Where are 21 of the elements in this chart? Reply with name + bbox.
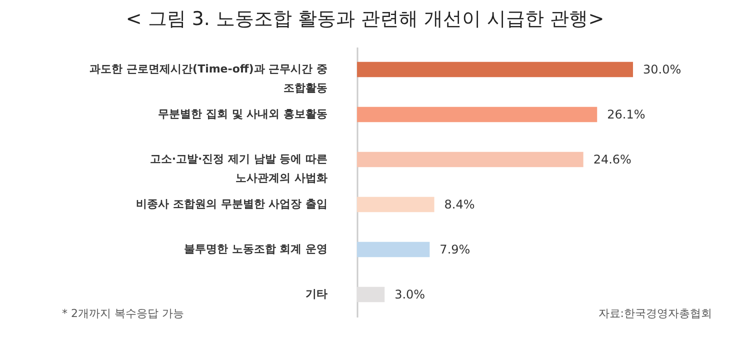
y-tick-label: 무분별한 집회 및 사내외 홍보활동 xyxy=(158,108,328,120)
bar xyxy=(357,152,584,168)
data-label: 30.0% xyxy=(643,62,682,76)
bar xyxy=(357,286,385,302)
bar xyxy=(357,62,633,78)
text: * 2개까지 복수응답 가능 xyxy=(62,306,184,321)
y-tick-label: 불투명한 노동조합 회계 운영 xyxy=(184,242,328,256)
bar xyxy=(357,106,598,122)
data-label: 26.1% xyxy=(607,108,646,122)
chart-title: < 그림 3. 노동조합 활동과 관련해 개선이 시급한 관행> xyxy=(124,7,606,32)
y-tick-label: 과도한 근로면제시간(Time-off)과 근무시간 중 조합활동 xyxy=(90,62,328,94)
y-tick-label: 비종사 조합원의 무분별한 사업장 출입 xyxy=(136,198,328,210)
data-label: 8.4% xyxy=(444,198,475,212)
data-label: 3.0% xyxy=(394,288,426,302)
bar xyxy=(357,196,434,212)
y-tick-label: 기타 xyxy=(306,288,328,300)
data-label: 24.6% xyxy=(593,152,632,166)
bar xyxy=(357,242,430,258)
y-tick-label: 고소·고발·진정 제기 남발 등에 따른 노사관계의 사법화 xyxy=(150,152,328,184)
annotation: 자료:한국경영자총협회 xyxy=(598,306,712,321)
data-label: 7.9% xyxy=(440,242,470,256)
